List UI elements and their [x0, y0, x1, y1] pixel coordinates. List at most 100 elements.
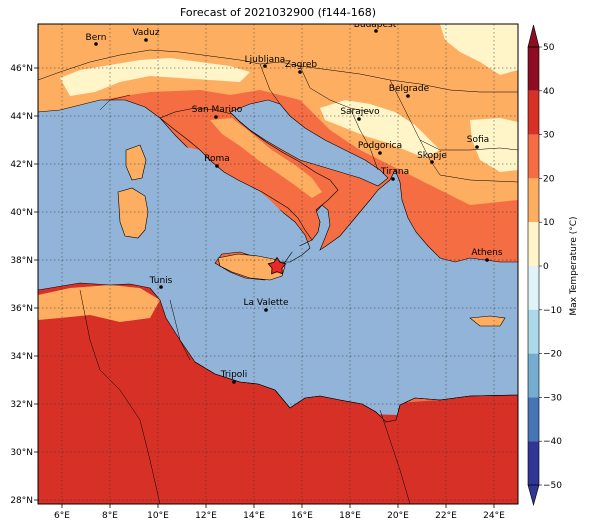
city-dot — [430, 160, 434, 164]
colorbar-tick-label: 0 — [543, 262, 549, 272]
colorbar-tick-label: −10 — [543, 306, 562, 316]
lat-tick-label: 32°N — [10, 400, 33, 410]
city-label-san-marino: San Marino — [192, 105, 243, 115]
colorbar-tick-label: 10 — [543, 218, 555, 228]
city-dot — [374, 29, 378, 33]
city-label-tunis: Tunis — [149, 276, 173, 286]
city-label-athens: Athens — [471, 248, 502, 258]
city-label-tripoli: Tripoli — [220, 370, 248, 380]
libya-coastline — [194, 361, 518, 423]
lon-tick-label: 6°E — [54, 511, 70, 521]
colorbar-tick-label: −20 — [543, 350, 562, 360]
city-dot — [94, 42, 98, 46]
lat-tick-label: 42°N — [10, 160, 33, 170]
sicily — [217, 253, 286, 281]
land-cool-alps — [60, 58, 250, 96]
colorbar-tick-label: −50 — [543, 481, 562, 491]
colorbar-band — [528, 309, 539, 354]
city-dot — [263, 64, 267, 68]
lat-tick-label: 34°N — [10, 352, 33, 362]
lon-tick-label: 14°E — [243, 511, 265, 521]
colorbar-band — [528, 222, 539, 266]
colorbar-extend-min — [527, 484, 540, 507]
city-label-sofia: Sofia — [467, 135, 489, 145]
lon-tick-labels: 6°E 8°E 10°E 12°E 14°E 16°E 18°E 20°E 22… — [54, 511, 505, 521]
colorbar-tick-label: −30 — [543, 393, 562, 403]
lon-tick-label: 8°E — [102, 511, 118, 521]
lon-tick-label: 10°E — [147, 511, 169, 521]
land-cool-carpathian — [440, 24, 518, 75]
lat-tick-label: 38°N — [10, 256, 33, 266]
city-dot — [159, 285, 163, 289]
colorbar-extend-max — [527, 24, 540, 48]
city-dot — [298, 70, 302, 74]
city-label-budapest: Budapest — [354, 20, 397, 30]
city-label-ljubljana: Ljubljana — [245, 55, 286, 65]
corsica — [125, 144, 147, 181]
lon-tick-label: 24°E — [483, 511, 505, 521]
city-label-vaduz: Vaduz — [132, 28, 159, 38]
city-dot — [215, 164, 219, 168]
city-label-belgrade: Belgrade — [389, 84, 430, 94]
italy-mild-band — [210, 118, 322, 198]
city-dot — [391, 177, 395, 181]
colorbar-band — [528, 441, 539, 485]
city-label-zagreb: Zagreb — [285, 60, 317, 70]
lat-tick-label: 30°N — [10, 448, 33, 458]
lon-tick-label: 12°E — [195, 511, 217, 521]
crete — [469, 315, 506, 327]
land-mild-tunisia — [38, 285, 160, 322]
city-label-tirana: Tirana — [380, 167, 409, 177]
lat-tick-label: 46°N — [10, 64, 33, 74]
city-markers: Budapest Bern Vaduz Ljubljana Zagreb Bel… — [86, 20, 503, 384]
city-dot — [144, 38, 148, 42]
lat-tick-label: 44°N — [10, 112, 33, 122]
city-dot — [406, 94, 410, 98]
country-borders — [38, 49, 518, 504]
land-hot-libya — [38, 352, 518, 504]
colorbar-label: Max Temperature (°C) — [569, 216, 579, 315]
colorbar-band — [528, 178, 539, 223]
colorbar-band — [528, 134, 539, 179]
city-dot — [475, 145, 479, 149]
lon-tick-label: 20°E — [387, 511, 409, 521]
map-frame — [37, 23, 519, 505]
lat-tick-label: 28°N — [10, 496, 33, 506]
city-dot — [214, 115, 218, 119]
city-dot — [232, 380, 236, 384]
land-hot-patch — [62, 340, 86, 356]
lon-tick-label: 16°E — [291, 511, 313, 521]
lat-tick-labels: 46°N 44°N 42°N 40°N 38°N 36°N 34°N 32°N … — [10, 64, 33, 506]
city-dot — [485, 258, 489, 262]
city-label-sarajevo: Sarajevo — [340, 107, 380, 117]
colorbar-tick-label: 40 — [543, 87, 555, 97]
lon-tick-label: 22°E — [435, 511, 457, 521]
colorbar-band — [528, 47, 539, 91]
adriatic-sea — [229, 99, 389, 187]
colorbar-band — [528, 353, 539, 398]
colorbar-tick-label: 20 — [543, 174, 555, 184]
city-label-podgorica: Podgorica — [358, 141, 402, 151]
colorbar-band — [528, 90, 539, 135]
tyrrhenian-sea — [150, 140, 300, 258]
sardinia — [117, 187, 149, 239]
land-cool-balkans — [320, 100, 440, 158]
city-dot — [264, 308, 268, 312]
lat-tick-label: 36°N — [10, 304, 33, 314]
city-label-roma: Roma — [204, 154, 230, 164]
graticule — [38, 24, 518, 504]
colorbar-band — [528, 397, 539, 442]
city-dot — [378, 151, 382, 155]
lon-tick-label: 18°E — [339, 511, 361, 521]
map-title: Forecast of 2021032900 (f144-168) — [179, 6, 377, 19]
colorbar-tick-label: −40 — [543, 437, 562, 447]
lat-tick-label: 40°N — [10, 208, 33, 218]
colorbar-band — [528, 266, 539, 310]
city-label-bern: Bern — [86, 33, 107, 43]
axis-ticks — [34, 67, 495, 508]
colorbar-tick-label: 30 — [543, 131, 555, 141]
italy-peninsula — [159, 107, 339, 241]
city-label-la-valette: La Valette — [244, 298, 289, 308]
location-star-marker — [267, 256, 287, 275]
